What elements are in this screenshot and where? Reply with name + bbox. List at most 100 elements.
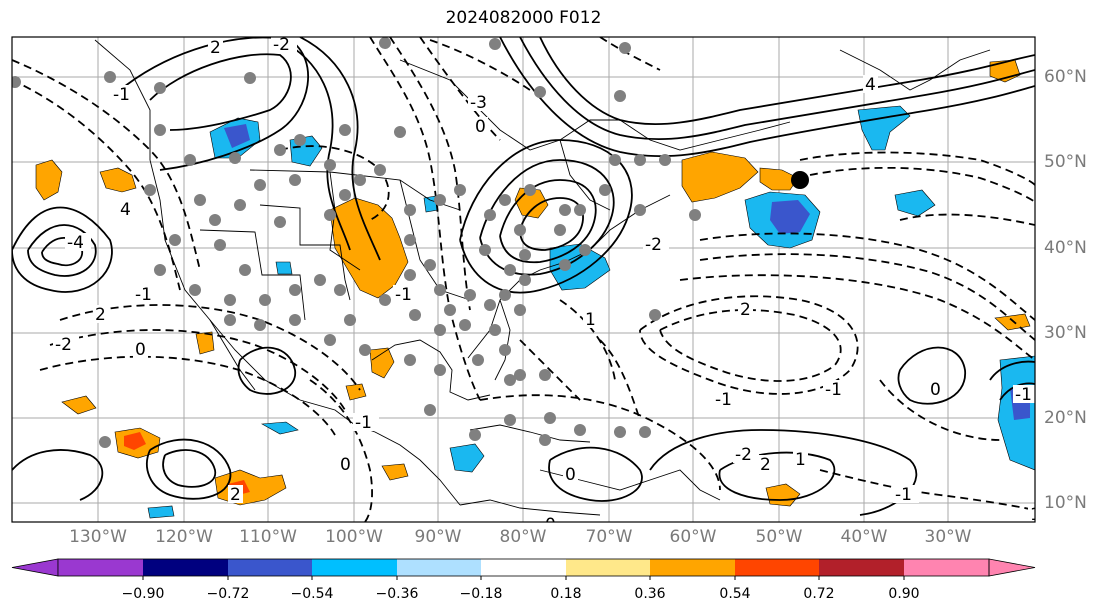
contour-label-bg	[271, 37, 297, 53]
station-dot	[499, 344, 511, 356]
station-dot	[344, 314, 356, 326]
station-dot	[514, 304, 526, 316]
contour-label: 1	[1030, 505, 1041, 525]
contour-label: 2	[230, 485, 241, 505]
negative-anomaly-shade	[260, 421, 299, 435]
contour-label: -2	[55, 335, 72, 355]
station-dot	[12, 76, 21, 88]
contour-label: -1	[1015, 385, 1032, 405]
contour-label: 0	[340, 455, 351, 475]
station-dot	[634, 154, 646, 166]
contour-label: -1	[355, 413, 372, 433]
contour-label: 1	[795, 450, 806, 470]
station-dot	[324, 334, 336, 346]
station-dot	[459, 319, 471, 331]
contour-label-bg	[928, 380, 943, 398]
colorbar-segment	[566, 559, 650, 576]
contour-label-bg	[733, 445, 759, 463]
contour-label-bg	[468, 93, 494, 111]
colorbar-tick: −0.18	[459, 586, 503, 602]
positive-anomaly-shade	[759, 167, 799, 191]
lon-label-110w: 110°W	[239, 527, 297, 547]
contour-label-bg	[473, 117, 488, 135]
contour-label: 4	[120, 200, 131, 220]
lat-label-10n: 10°N	[1044, 493, 1087, 513]
contour-label-bg	[583, 310, 598, 328]
colorbar-tick: 0.18	[550, 586, 582, 602]
colorbar-segment	[735, 559, 819, 576]
station-dots	[12, 37, 701, 448]
colorbar-segment	[312, 559, 397, 576]
station-dot	[229, 152, 241, 164]
contour-label: -1	[135, 285, 152, 305]
station-dot	[454, 184, 466, 196]
positive-anomaly-shade	[381, 463, 409, 481]
station-dot	[254, 319, 266, 331]
lon-label-120w: 120°W	[155, 527, 213, 547]
station-dot	[579, 244, 591, 256]
colorbar-extend-high	[988, 558, 1036, 577]
colorbar-segment	[904, 559, 989, 576]
colorbar-segment	[650, 559, 735, 576]
negative-anomaly-shade	[894, 189, 936, 217]
station-dot	[289, 174, 301, 186]
station-dot	[289, 314, 301, 326]
positive-anomaly-shade	[369, 347, 395, 379]
contour-label: -2	[735, 445, 752, 465]
contour-label: -1	[715, 390, 732, 410]
contour-label: 4	[865, 75, 876, 95]
station-dot	[424, 404, 436, 416]
station-dot	[234, 199, 246, 211]
station-dot	[324, 159, 336, 171]
colorbar-segment	[143, 559, 228, 576]
contour-label: 0	[475, 117, 486, 137]
colorbar-segment	[228, 559, 312, 576]
strong-negative-anomaly-shade	[770, 200, 810, 234]
station-dot	[554, 224, 566, 236]
colorbar-tick: 0.72	[803, 586, 835, 602]
positive-anomaly-shade	[61, 395, 97, 415]
contour-label-bg	[893, 485, 919, 503]
colorbar-segment	[397, 559, 481, 576]
station-dot	[484, 209, 496, 221]
station-dot	[479, 244, 491, 256]
station-dot	[539, 434, 551, 446]
negative-anomaly-shade	[449, 443, 485, 473]
station-dot	[354, 174, 366, 186]
station-dot	[614, 426, 626, 438]
station-dot	[144, 184, 156, 196]
contour-label-bg	[353, 413, 379, 431]
contour-label-bg	[863, 75, 878, 93]
station-dot	[444, 304, 456, 316]
strong-positive-anomaly-shade	[124, 432, 146, 450]
station-dot	[259, 294, 271, 306]
station-dot	[434, 364, 446, 376]
station-dot	[539, 369, 551, 381]
positive-anomaly-shade	[195, 331, 215, 355]
negative-anomaly-shade	[275, 261, 293, 275]
station-dot	[154, 124, 166, 136]
station-dot	[534, 86, 546, 98]
lat-label-40n: 40°N	[1044, 238, 1087, 258]
lon-label-70w: 70°W	[585, 527, 633, 547]
contour-label-group: 2 -2 -1 4 -4 -3 0 -1 2 -2 0 -1 0 1 -2 -1 2 -1 0 0 2 1 -2 0 -1 1 4 -…	[53, 37, 1041, 525]
contour-label-bg	[738, 300, 753, 318]
contour-label-bg	[1013, 385, 1035, 403]
contour-label-bg	[208, 38, 223, 56]
station-dot	[169, 234, 181, 246]
station-dot	[544, 412, 556, 424]
station-dot	[404, 204, 416, 216]
contour-label: 2	[740, 300, 751, 320]
station-dot	[519, 274, 531, 286]
station-dot	[639, 426, 651, 438]
contour-label-bg	[393, 285, 419, 303]
station-dot	[104, 71, 116, 83]
contour-label-bg	[643, 235, 669, 253]
station-dot	[339, 189, 351, 201]
contour-label-bg	[118, 200, 133, 218]
positive-anomaly-shade	[994, 313, 1031, 331]
station-dot	[244, 72, 256, 84]
colorbar-tick: −0.90	[121, 586, 165, 602]
station-dot	[619, 42, 631, 54]
positive-anomaly-shade	[681, 151, 759, 203]
